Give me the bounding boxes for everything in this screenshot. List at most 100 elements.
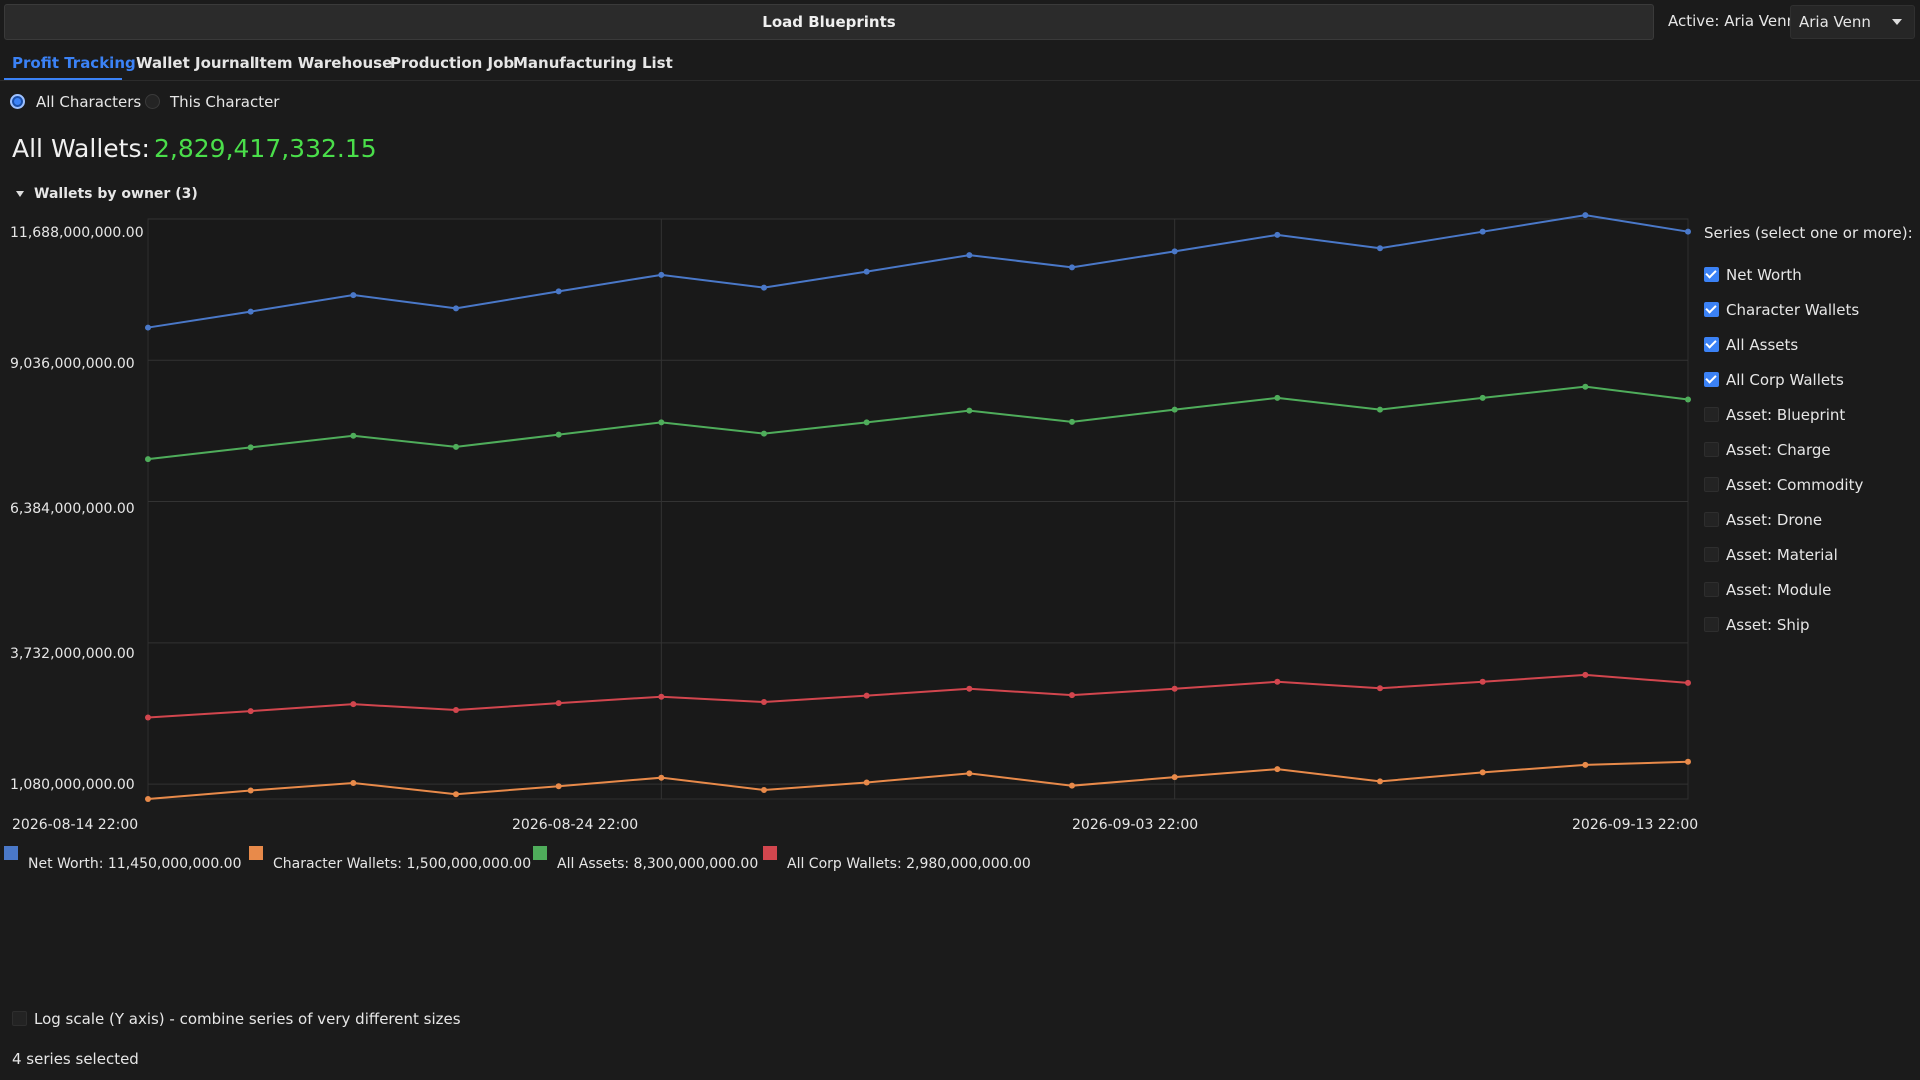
legend-label: Character Wallets: 1,500,000,000.00	[273, 856, 532, 872]
all-characters-radio[interactable]	[10, 94, 25, 109]
data-point	[863, 419, 870, 426]
y-tick-label: 11,688,000,000.00	[10, 225, 144, 241]
tab-item-warehouse[interactable]: Item Warehouse	[254, 54, 393, 72]
legend-label: Net Worth: 11,450,000,000.00	[28, 856, 242, 872]
tab-production-job[interactable]: Production Job	[390, 54, 515, 72]
series-option-label: Asset: Material	[1726, 546, 1838, 564]
checkbox[interactable]	[1704, 372, 1719, 387]
series-option-asset-ship[interactable]: Asset: Ship	[1704, 614, 1914, 636]
data-point	[1685, 396, 1691, 403]
checkbox[interactable]	[1704, 617, 1719, 632]
this-character-radio[interactable]	[145, 94, 160, 109]
y-tick-label: 3,732,000,000.00	[10, 646, 135, 662]
y-tick-label: 6,384,000,000.00	[10, 501, 135, 517]
tab-manufacturing-list[interactable]: Manufacturing List	[513, 54, 673, 72]
series-option-asset-charge[interactable]: Asset: Charge	[1704, 439, 1914, 461]
y-tick-label: 9,036,000,000.00	[10, 356, 135, 372]
series-option-asset-drone[interactable]: Asset: Drone	[1704, 509, 1914, 531]
data-point	[1479, 678, 1486, 685]
series-option-label: Asset: Charge	[1726, 441, 1831, 459]
data-point	[1171, 685, 1178, 692]
character-select-value: Aria Venn	[1799, 13, 1871, 31]
data-point	[247, 444, 254, 451]
tab-wallet-journal[interactable]: Wallet Journal	[136, 54, 255, 72]
data-point	[863, 692, 870, 699]
series-option-asset-blueprint[interactable]: Asset: Blueprint	[1704, 404, 1914, 426]
data-point	[966, 407, 973, 414]
data-point	[1377, 685, 1383, 692]
data-point	[761, 284, 767, 291]
legend-swatch	[249, 846, 263, 860]
active-tab-indicator	[4, 78, 122, 80]
tab-profit-tracking[interactable]: Profit Tracking	[12, 54, 136, 72]
checkbox[interactable]	[1704, 477, 1719, 492]
series-option-label: Asset: Blueprint	[1726, 406, 1846, 424]
data-point	[1582, 383, 1589, 390]
data-point	[555, 783, 562, 790]
triangle-down-icon	[16, 191, 24, 197]
status-text: 4 series selected	[12, 1050, 139, 1068]
series-option-label: All Assets	[1726, 336, 1799, 354]
data-point	[1685, 758, 1691, 765]
chart-legend: Net Worth: 11,450,000,000.00 Character W…	[0, 846, 1100, 876]
all-characters-label: All Characters	[36, 93, 142, 111]
tab-bar: Profit Tracking Wallet Journal Item Ware…	[0, 46, 1920, 81]
data-point	[1377, 406, 1383, 413]
data-point	[247, 308, 254, 315]
checkbox[interactable]	[1704, 337, 1719, 352]
data-point	[1479, 228, 1486, 235]
data-point	[453, 791, 459, 798]
data-point	[247, 708, 254, 715]
data-point	[1274, 231, 1281, 238]
checkbox[interactable]	[1704, 582, 1719, 597]
data-point	[966, 770, 973, 777]
log-scale-checkbox[interactable]	[12, 1011, 27, 1026]
series-option-asset-commodity[interactable]: Asset: Commodity	[1704, 474, 1914, 496]
x-tick-label: 2026-09-13 22:00	[1572, 817, 1699, 833]
series-line-net-worth	[147, 214, 1689, 329]
data-point	[1274, 766, 1281, 773]
data-point	[453, 443, 459, 450]
x-tick-label: 2026-08-24 22:00	[512, 817, 639, 833]
checkbox[interactable]	[1704, 267, 1719, 282]
series-option-asset-material[interactable]: Asset: Material	[1704, 544, 1914, 566]
character-select[interactable]: Aria Venn	[1790, 5, 1915, 39]
wallets-total-value: 2,829,417,332.15	[154, 134, 377, 163]
checkbox[interactable]	[1704, 547, 1719, 562]
data-point	[350, 432, 357, 439]
series-option-character-wallets[interactable]: Character Wallets	[1704, 299, 1914, 321]
wallets-by-owner-toggle[interactable]: Wallets by owner (3)	[16, 186, 198, 202]
data-point	[1685, 679, 1691, 686]
data-point	[350, 701, 357, 708]
data-point	[1069, 692, 1075, 699]
data-point	[1479, 769, 1486, 776]
legend-label: All Assets: 8,300,000,000.00	[557, 856, 759, 872]
series-option-all-corp-wallets[interactable]: All Corp Wallets	[1704, 369, 1914, 391]
this-character-label: This Character	[170, 93, 280, 111]
checkbox[interactable]	[1704, 302, 1719, 317]
load-blueprints-button[interactable]: Load Blueprints	[4, 4, 1654, 40]
series-panel-title: Series (select one or more):	[1704, 224, 1913, 242]
data-point	[555, 288, 562, 295]
series-line-all-corp-wallets	[147, 673, 1689, 719]
data-point	[247, 787, 254, 794]
data-point	[145, 714, 151, 721]
wallets-by-owner-label: Wallets by owner (3)	[34, 186, 198, 202]
data-point	[1479, 394, 1486, 401]
series-option-label: Net Worth	[1726, 266, 1802, 284]
chevron-down-icon	[1892, 19, 1902, 25]
legend-swatch	[533, 846, 547, 860]
data-point	[1274, 394, 1281, 401]
data-point	[145, 796, 151, 802]
data-point	[658, 693, 665, 700]
checkbox[interactable]	[1704, 407, 1719, 422]
checkbox[interactable]	[1704, 512, 1719, 527]
legend-label: All Corp Wallets: 2,980,000,000.00	[787, 856, 1031, 872]
data-point	[761, 786, 767, 793]
data-point	[658, 774, 665, 781]
checkbox[interactable]	[1704, 442, 1719, 457]
series-option-asset-module[interactable]: Asset: Module	[1704, 579, 1914, 601]
series-option-label: Asset: Commodity	[1726, 476, 1864, 494]
series-option-net-worth[interactable]: Net Worth	[1704, 264, 1914, 286]
series-option-all-assets[interactable]: All Assets	[1704, 334, 1914, 356]
